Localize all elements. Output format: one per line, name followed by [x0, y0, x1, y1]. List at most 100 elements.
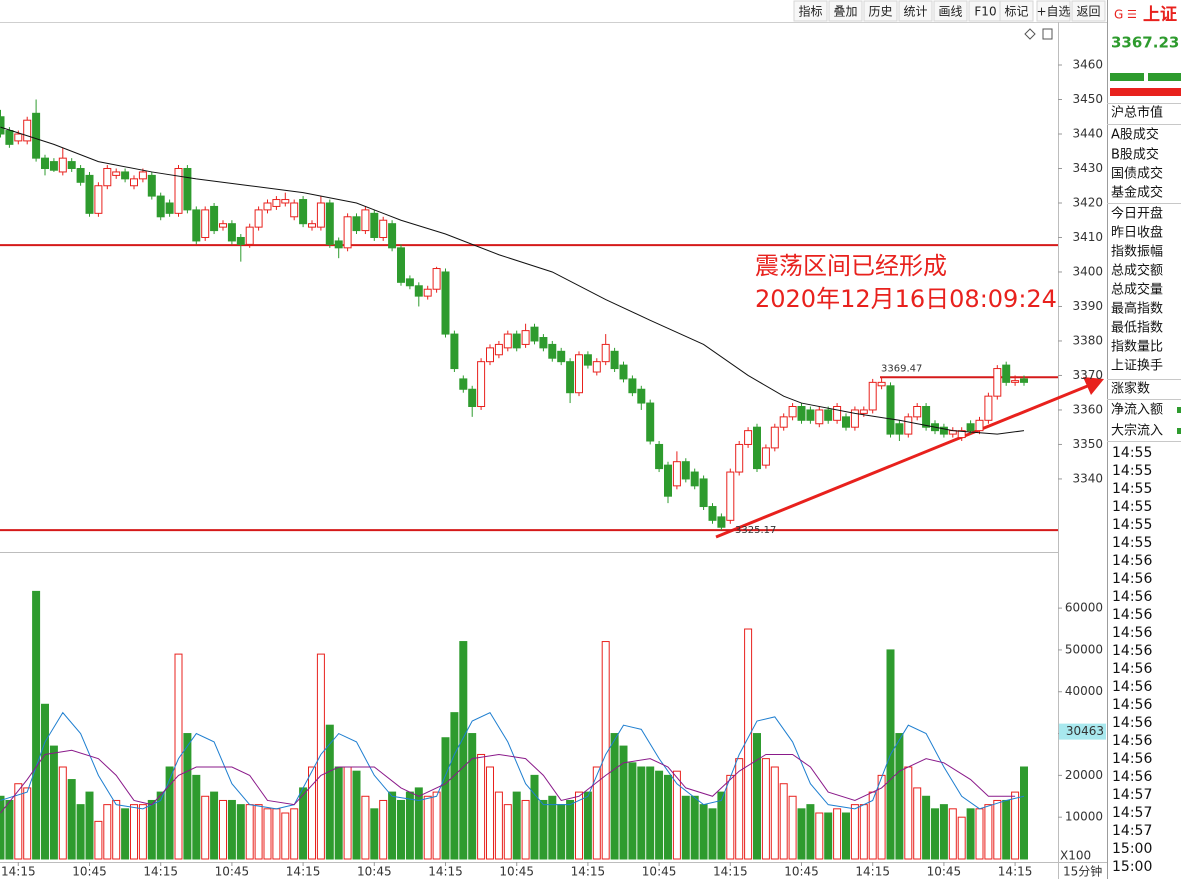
candle-body: [210, 205, 219, 232]
panel-icon[interactable]: [1042, 28, 1053, 40]
toolbar-label[interactable]: 历史: [868, 5, 892, 19]
x-tick-label: 14:15: [286, 865, 321, 879]
volume-bar: [245, 804, 254, 860]
candle-body: [833, 406, 842, 421]
volume-bar: [931, 808, 939, 860]
side-item[interactable]: 今日开盘: [1111, 206, 1163, 222]
volume-bar: [299, 787, 308, 860]
toolbar-button[interactable]: [863, 0, 898, 22]
trade-time: 14:56: [1112, 625, 1152, 641]
volume-bar: [850, 804, 859, 860]
side-item[interactable]: 指数振幅: [1111, 245, 1163, 260]
toolbar-label[interactable]: 叠加: [833, 5, 857, 19]
candle-body: [5, 130, 14, 145]
volume-bar: [610, 733, 619, 860]
x-tick-label: 10:45: [642, 865, 677, 879]
toolbar-label[interactable]: +自选: [1036, 5, 1070, 19]
y-tick-label: 3400: [1072, 264, 1103, 278]
toolbar-button[interactable]: [828, 0, 863, 22]
side-item[interactable]: 国债成交: [1111, 166, 1163, 182]
volume-bar: [263, 808, 272, 860]
candle-body: [672, 461, 681, 487]
toolbar-button[interactable]: [1036, 0, 1071, 22]
candle-body: [281, 199, 290, 204]
volume-bar: [726, 774, 735, 860]
volume-bar: [744, 628, 753, 860]
candle-body: [165, 202, 174, 214]
side-item[interactable]: 昨日收盘: [1111, 225, 1163, 241]
candle-body: [41, 157, 49, 169]
side-item[interactable]: 净流入额: [1111, 403, 1163, 418]
candle-body: [272, 199, 281, 207]
volume-bar: [352, 770, 361, 860]
menu-icon[interactable]: ☰: [1127, 8, 1137, 21]
volume-bar: [130, 804, 138, 860]
candle-body: [138, 171, 147, 180]
toolbar-button[interactable]: [1071, 0, 1106, 22]
side-item[interactable]: 最低指数: [1111, 321, 1163, 336]
diamond-icon[interactable]: [1024, 28, 1036, 40]
volume-bar: [316, 653, 325, 860]
toolbar-label[interactable]: 指标: [798, 4, 822, 19]
toolbar-label[interactable]: 标记: [1004, 5, 1028, 19]
volume-bar: [343, 766, 352, 860]
candle-body: [23, 119, 32, 142]
volume-bar: [405, 791, 414, 860]
candle-body: [842, 416, 850, 428]
volume-bar: [477, 753, 486, 860]
candle-body: [183, 167, 192, 211]
volume-bar: [583, 791, 592, 860]
side-item[interactable]: 上证换手: [1111, 359, 1163, 374]
volume-bar: [58, 766, 67, 860]
candle-body: [503, 333, 512, 349]
toolbar-label[interactable]: 画线: [938, 5, 962, 19]
side-item[interactable]: 沪总市值: [1111, 105, 1163, 121]
volume-bar: [432, 791, 441, 860]
candle-body: [325, 202, 334, 245]
volume-bar: [797, 808, 806, 860]
candle-body: [459, 378, 468, 390]
side-item[interactable]: A股成交: [1111, 127, 1159, 143]
side-item[interactable]: 大宗流入: [1111, 423, 1163, 439]
candle-body: [886, 385, 895, 435]
toolbar-button[interactable]: [933, 0, 968, 22]
side-item[interactable]: 最高指数: [1111, 301, 1163, 317]
candle-body: [850, 409, 859, 428]
candle-body: [753, 426, 761, 470]
volume-unit: X100: [1060, 849, 1091, 863]
volume-bar: [388, 791, 397, 860]
side-item[interactable]: 总成交量: [1111, 282, 1163, 298]
side-item[interactable]: 基金成交: [1111, 185, 1163, 201]
side-item[interactable]: 指数量比: [1111, 340, 1163, 355]
trade-time: 14:55: [1112, 445, 1152, 461]
volume-bar: [174, 653, 183, 860]
candle-body: [121, 171, 130, 180]
trend-arrow-head: [1083, 377, 1104, 395]
annotation: 2020年12月16日08:09:24: [755, 285, 1057, 313]
candle-body: [655, 443, 664, 470]
volume-bar: [984, 804, 993, 860]
volume-marker-box: [1059, 723, 1106, 740]
volume-tick-label: 40000: [1065, 684, 1103, 698]
toolbar-label[interactable]: 返回: [1076, 5, 1100, 19]
volume-bar: [779, 783, 788, 860]
toolbar-button[interactable]: [999, 0, 1034, 22]
toolbar-button[interactable]: [793, 0, 828, 22]
candle-body: [405, 278, 414, 287]
toolbar-button[interactable]: [898, 0, 933, 22]
volume-average: [0, 711, 1025, 810]
volume-tick-label: 10000: [1065, 810, 1103, 824]
volume-bar: [681, 795, 690, 860]
side-item[interactable]: 涨家数: [1111, 381, 1150, 397]
toolbar-label[interactable]: 统计: [903, 5, 927, 19]
x-tick-label: 10:45: [784, 865, 819, 879]
volume-bar: [1020, 766, 1028, 860]
toolbar-label[interactable]: F10: [974, 5, 996, 19]
volume-bar: [49, 745, 58, 860]
volume-bar: [23, 787, 32, 860]
volume-bar: [566, 799, 575, 860]
interval-label[interactable]: 15分钟: [1063, 864, 1102, 879]
candle-body: [414, 285, 423, 297]
side-item[interactable]: B股成交: [1111, 147, 1159, 163]
side-item[interactable]: 总成交额: [1111, 263, 1163, 279]
